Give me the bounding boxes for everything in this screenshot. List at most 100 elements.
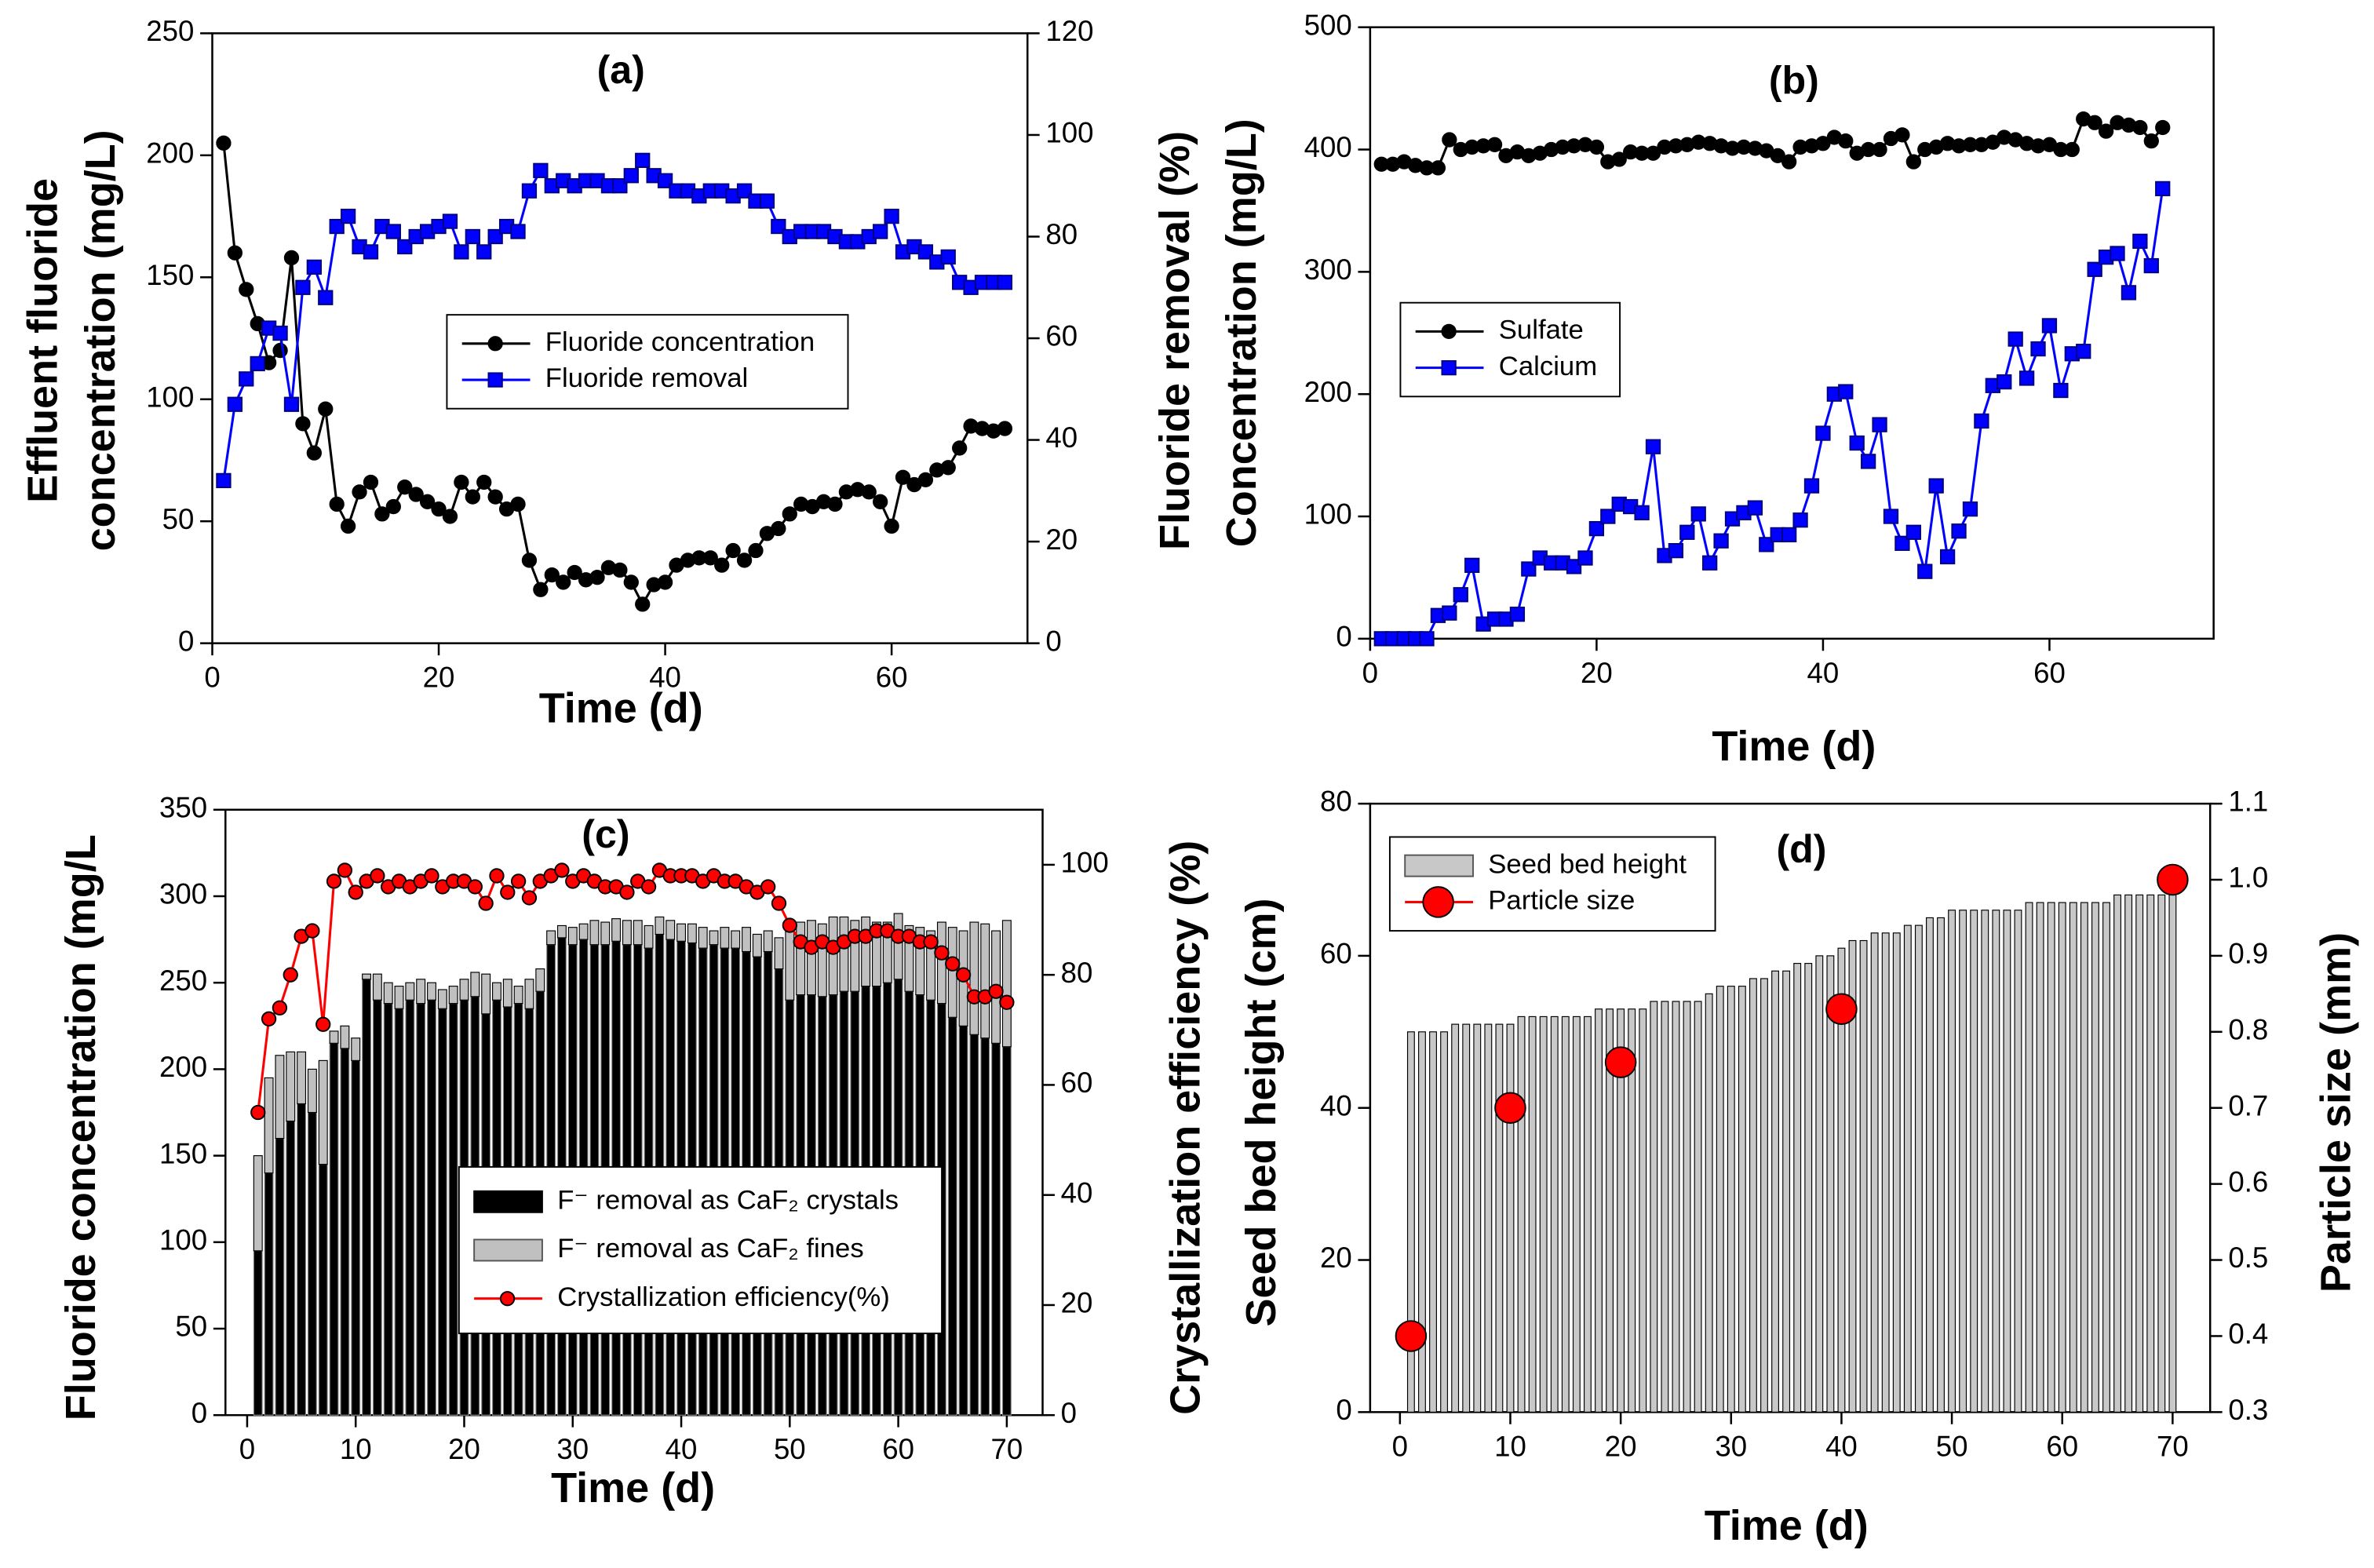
marker xyxy=(1872,141,1887,158)
legend-label: Sulfate xyxy=(1499,315,1584,345)
marker xyxy=(748,542,764,559)
bar xyxy=(394,1008,404,1416)
marker xyxy=(408,487,424,502)
marker xyxy=(239,371,254,387)
marker xyxy=(1702,555,1718,571)
bar xyxy=(2058,902,2066,1413)
marker xyxy=(352,484,367,500)
marker xyxy=(442,509,458,524)
bar xyxy=(383,1003,393,1416)
x-tick-label: 50 xyxy=(774,1433,806,1465)
marker xyxy=(272,342,288,359)
y2-axis-label: Particle size (mm) xyxy=(2312,932,2359,1293)
bar xyxy=(1561,1016,1570,1413)
marker xyxy=(315,1016,331,1032)
x-axis-label: Time (d) xyxy=(1705,1502,1869,1549)
bar xyxy=(264,1077,274,1174)
x-tick-label: 20 xyxy=(1581,657,1613,689)
bar xyxy=(1937,917,1945,1413)
bar xyxy=(1517,1016,1526,1413)
bar xyxy=(861,916,871,987)
bar xyxy=(2069,902,2077,1413)
bar xyxy=(1826,955,1835,1413)
x-tick-label: 50 xyxy=(1936,1430,1968,1462)
bar xyxy=(915,927,925,996)
bar xyxy=(763,930,773,953)
y-tick-label: 300 xyxy=(159,878,207,910)
marker xyxy=(1486,137,1503,152)
y-axis-label: Concentration (mg/L) xyxy=(1218,119,1265,547)
bar xyxy=(644,924,654,949)
marker xyxy=(923,934,939,950)
marker xyxy=(725,542,741,559)
bar xyxy=(383,982,393,1005)
legend-label: F⁻ removal as CaF₂ fines xyxy=(557,1234,864,1264)
marker xyxy=(1634,505,1650,520)
marker xyxy=(1905,154,1921,170)
marker xyxy=(2155,181,2171,197)
x-axis-label: Time (d) xyxy=(1712,723,1876,770)
marker xyxy=(1442,132,1457,148)
marker xyxy=(1883,509,1899,524)
bar xyxy=(1815,955,1824,1413)
y2-tick-label: 0.5 xyxy=(2228,1242,2268,1274)
marker xyxy=(952,440,968,456)
marker xyxy=(533,582,549,597)
y2-tick-label: 120 xyxy=(1045,15,1093,47)
bar xyxy=(1639,1008,1647,1413)
bar xyxy=(2014,910,2022,1413)
bar xyxy=(362,979,372,1416)
x-tick-label: 60 xyxy=(2033,657,2066,689)
legend-marker xyxy=(499,1291,516,1307)
bar xyxy=(1793,963,1802,1413)
bar xyxy=(297,1103,307,1416)
marker xyxy=(454,244,469,260)
bar xyxy=(2146,894,2155,1413)
marker xyxy=(1588,139,1605,155)
bar xyxy=(785,927,795,1001)
marker xyxy=(250,356,265,372)
bar xyxy=(524,979,534,1009)
legend-swatch xyxy=(473,1238,543,1262)
bar xyxy=(2124,894,2133,1413)
marker xyxy=(329,496,345,512)
marker xyxy=(635,152,651,168)
bar xyxy=(2091,902,2099,1413)
marker xyxy=(329,218,345,235)
bar xyxy=(286,1051,296,1122)
bar xyxy=(1418,1031,1426,1413)
y-tick-label: 100 xyxy=(1304,498,1352,531)
marker xyxy=(736,183,753,199)
x-tick-label: 70 xyxy=(2157,1430,2189,1462)
marker xyxy=(945,956,961,972)
marker xyxy=(1521,561,1537,577)
y-tick-label: 400 xyxy=(1304,131,1352,163)
x-axis-label: Time (d) xyxy=(539,685,703,732)
bar xyxy=(947,927,957,1018)
marker xyxy=(1442,605,1457,621)
y-tick-label: 200 xyxy=(146,137,194,170)
bar xyxy=(416,979,426,1005)
bar xyxy=(1650,1001,1658,1413)
marker xyxy=(556,574,571,590)
x-tick-label: 20 xyxy=(1605,1430,1637,1462)
bar xyxy=(1539,1016,1548,1413)
marker xyxy=(782,506,797,522)
marker xyxy=(2087,261,2102,277)
bar xyxy=(427,982,436,1001)
legend-label: F⁻ removal as CaF₂ crystals xyxy=(557,1185,899,1215)
marker xyxy=(2121,285,2137,301)
marker xyxy=(272,1000,288,1016)
y2-tick-label: 0.4 xyxy=(2228,1318,2268,1350)
marker xyxy=(544,567,560,583)
bar xyxy=(1716,986,1724,1413)
marker xyxy=(771,895,787,911)
y2-tick-label: 0.8 xyxy=(2228,1013,2268,1045)
bar xyxy=(1948,910,1956,1413)
marker xyxy=(1645,439,1661,454)
bar xyxy=(709,930,719,946)
x-axis-label: Time (d) xyxy=(551,1464,715,1511)
marker xyxy=(1951,523,1967,539)
marker xyxy=(623,574,639,590)
marker xyxy=(500,884,516,900)
